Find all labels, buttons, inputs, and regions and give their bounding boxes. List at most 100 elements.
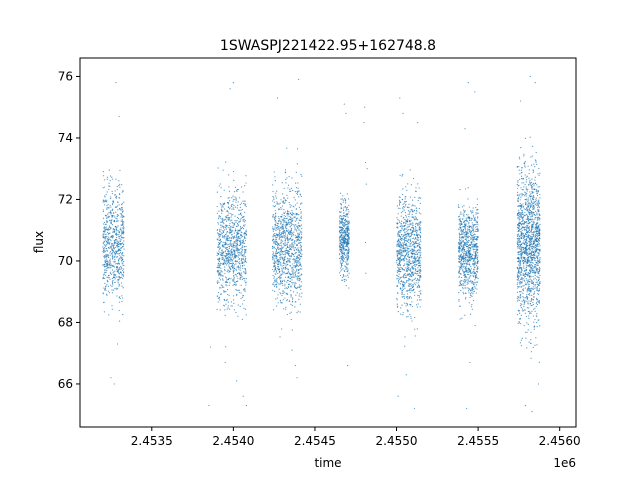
data-point xyxy=(401,292,403,294)
data-point xyxy=(286,210,289,212)
data-point xyxy=(409,245,411,247)
data-point xyxy=(123,227,125,229)
data-point xyxy=(412,237,414,239)
data-point xyxy=(230,212,232,215)
data-point xyxy=(348,204,350,206)
data-point xyxy=(340,249,342,252)
data-point xyxy=(300,296,302,298)
data-point xyxy=(407,268,409,271)
data-point xyxy=(104,251,106,253)
data-point xyxy=(463,211,465,214)
data-point xyxy=(278,288,280,290)
data-point xyxy=(106,240,108,243)
data-point xyxy=(400,215,402,217)
data-point xyxy=(462,266,464,268)
data-point xyxy=(285,227,287,229)
data-point xyxy=(296,268,298,270)
data-point xyxy=(225,255,228,257)
data-point xyxy=(220,254,222,256)
data-point xyxy=(290,190,292,192)
data-point xyxy=(236,239,238,241)
data-point xyxy=(237,249,239,251)
data-point xyxy=(460,226,462,228)
data-point xyxy=(234,235,236,237)
data-point xyxy=(464,243,466,245)
data-point xyxy=(458,251,460,253)
data-point xyxy=(109,262,111,264)
data-point xyxy=(472,207,474,209)
data-point xyxy=(407,226,409,228)
data-point xyxy=(226,258,228,260)
data-point xyxy=(228,262,230,264)
data-point xyxy=(301,228,303,230)
data-point xyxy=(241,296,244,298)
data-point xyxy=(106,243,108,245)
data-point xyxy=(472,214,474,216)
data-point xyxy=(218,185,220,187)
data-point xyxy=(293,272,295,274)
data-point xyxy=(339,257,341,259)
data-point xyxy=(106,284,108,286)
data-point xyxy=(396,303,398,305)
data-point xyxy=(527,253,529,255)
data-point xyxy=(344,256,347,258)
data-point xyxy=(114,278,116,280)
data-point xyxy=(346,249,348,251)
data-point xyxy=(243,235,245,237)
data-point xyxy=(294,229,296,231)
data-point xyxy=(418,187,420,189)
data-point xyxy=(476,258,479,260)
data-point xyxy=(467,279,469,281)
data-point xyxy=(459,318,461,320)
data-point xyxy=(283,217,285,219)
data-point xyxy=(403,234,405,236)
data-point xyxy=(344,206,347,208)
data-point xyxy=(461,276,463,279)
data-point xyxy=(346,229,349,232)
data-point xyxy=(225,218,227,221)
data-point xyxy=(470,238,472,240)
data-point xyxy=(120,220,122,222)
data-point xyxy=(286,299,289,301)
data-point xyxy=(287,264,289,266)
data-point xyxy=(411,267,413,269)
data-point xyxy=(475,264,478,267)
data-point xyxy=(419,276,421,278)
data-point xyxy=(398,258,400,260)
data-point xyxy=(278,220,280,222)
data-point xyxy=(274,218,276,220)
data-point xyxy=(283,272,285,274)
data-point xyxy=(239,269,241,271)
data-point xyxy=(222,206,224,208)
data-point xyxy=(245,232,247,235)
data-point xyxy=(218,244,220,246)
data-point xyxy=(293,255,295,258)
data-point xyxy=(341,253,343,255)
data-point xyxy=(286,257,288,259)
data-point xyxy=(237,265,240,267)
data-point xyxy=(245,284,247,286)
data-point xyxy=(272,274,274,277)
data-point xyxy=(405,221,408,223)
data-point xyxy=(218,237,220,239)
data-point xyxy=(519,199,521,201)
data-point xyxy=(464,271,466,273)
data-point xyxy=(280,220,282,223)
data-point xyxy=(415,212,417,215)
data-point xyxy=(281,235,283,237)
data-point xyxy=(235,239,237,241)
data-point xyxy=(339,244,341,246)
data-point xyxy=(283,243,285,245)
data-point xyxy=(407,224,409,226)
data-point xyxy=(412,228,415,230)
data-point xyxy=(291,279,293,281)
data-point xyxy=(465,279,467,281)
data-point xyxy=(413,243,416,245)
data-point xyxy=(245,234,247,236)
data-point xyxy=(116,239,118,241)
data-point xyxy=(223,219,225,221)
data-point xyxy=(417,243,419,245)
data-point xyxy=(414,256,416,258)
data-point xyxy=(470,268,472,270)
